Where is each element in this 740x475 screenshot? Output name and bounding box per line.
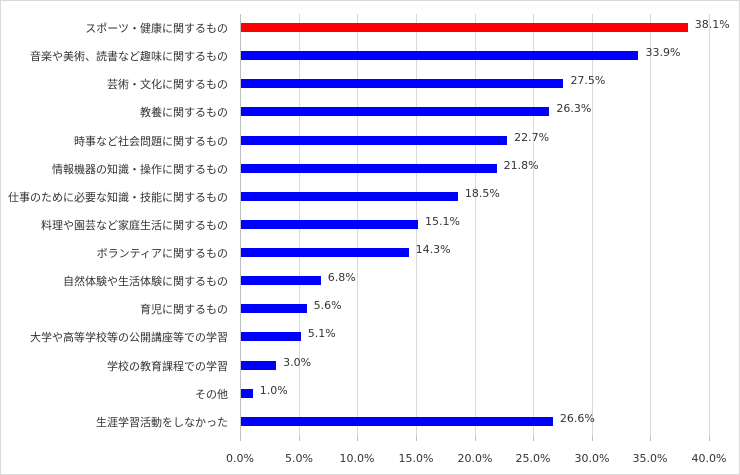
x-tick-label: 15.0% <box>398 452 434 465</box>
bar-row: 26.6% <box>240 408 709 436</box>
bar <box>241 416 553 426</box>
x-tick-label: 35.0% <box>632 452 668 465</box>
value-label: 5.1% <box>307 327 336 341</box>
value-label: 33.9% <box>645 46 681 60</box>
bar <box>241 51 639 61</box>
bar <box>241 107 550 117</box>
bar <box>241 248 409 258</box>
category-label: 教養に関するもの <box>140 106 228 120</box>
x-tick <box>240 436 241 441</box>
value-label: 1.0% <box>259 383 288 397</box>
x-tick-label: 25.0% <box>515 452 551 465</box>
category-label: 情報機器の知識・操作に関するもの <box>52 162 228 176</box>
y-axis-line <box>240 14 241 436</box>
x-tick-label: 20.0% <box>457 452 493 465</box>
bar-row: 21.8% <box>240 155 709 183</box>
category-label: その他 <box>195 387 228 401</box>
gridline <box>592 14 593 436</box>
bar-row: 22.7% <box>240 127 709 155</box>
bar-row: 1.0% <box>240 380 709 408</box>
bar-row: 5.1% <box>240 323 709 351</box>
gridline <box>650 14 651 436</box>
plot-area: 38.1% 33.9% 27.5% 26.3% 22.7% 21.8% 18.5% 15.1%… <box>240 14 730 441</box>
value-label: 21.8% <box>503 158 539 172</box>
category-label: 芸術・文化に関するもの <box>107 78 228 92</box>
bar-row: 6.8% <box>240 267 709 295</box>
category-label: 自然体験や生活体験に関するもの <box>63 275 228 289</box>
bar <box>241 191 458 201</box>
category-label: 仕事のために必要な知識・技能に関するもの <box>8 190 228 204</box>
category-label: 音楽や美術、読書など趣味に関するもの <box>30 50 228 64</box>
x-tick <box>475 436 476 441</box>
category-label: 時事など社会問題に関するもの <box>74 134 228 148</box>
bar-row: 3.0% <box>240 352 709 380</box>
gridline <box>533 14 534 436</box>
x-tick <box>709 436 710 441</box>
bar <box>241 79 564 89</box>
x-tick-label: 5.0% <box>285 452 313 465</box>
bar-row: 5.6% <box>240 295 709 323</box>
value-label: 3.0% <box>283 355 312 369</box>
bar <box>241 135 508 145</box>
bar-row: 26.3% <box>240 98 709 126</box>
bar <box>241 276 321 286</box>
value-label: 15.1% <box>425 214 460 228</box>
x-tick-label: 40.0% <box>691 452 727 465</box>
category-label: 学校の教育課程での学習 <box>107 359 228 373</box>
bar-row: 18.5% <box>240 183 709 211</box>
x-tick-label: 10.0% <box>339 452 375 465</box>
bar <box>241 332 301 342</box>
bar <box>241 360 277 370</box>
category-label: 育児に関するもの <box>140 303 228 317</box>
bar-row: 38.1% <box>240 14 730 42</box>
x-tick <box>416 436 417 441</box>
category-label: 大学や高等学校等の公開講座等での学習 <box>30 331 228 345</box>
value-label: 26.3% <box>556 102 592 116</box>
category-label: 生涯学習活動をしなかった <box>96 415 228 429</box>
value-label: 38.1% <box>694 18 730 31</box>
bar-row: 15.1% <box>240 211 709 239</box>
value-label: 5.6% <box>313 299 342 313</box>
category-label: スポーツ・健康に関するもの <box>85 22 228 35</box>
value-label: 14.3% <box>415 243 451 257</box>
gridline <box>709 14 710 436</box>
category-label: ボランティアに関するもの <box>96 247 228 261</box>
bar <box>241 388 253 398</box>
value-label: 22.7% <box>514 130 550 144</box>
gridline <box>475 14 476 436</box>
x-tick <box>299 436 300 441</box>
x-tick <box>533 436 534 441</box>
value-label: 18.5% <box>464 186 500 200</box>
bar <box>241 219 419 229</box>
x-tick-label: 30.0% <box>574 452 610 465</box>
bar <box>241 304 307 314</box>
category-label: 料理や園芸など家庭生活に関するもの <box>41 218 228 232</box>
value-label: 27.5% <box>570 74 606 88</box>
bar <box>241 23 688 32</box>
value-label: 6.8% <box>327 271 356 285</box>
bar-row: 14.3% <box>240 239 709 267</box>
x-tick <box>357 436 358 441</box>
x-tick <box>592 436 593 441</box>
x-tick <box>650 436 651 441</box>
bar <box>241 163 497 173</box>
value-label: 26.6% <box>559 411 595 425</box>
bar-row: 27.5% <box>240 70 709 98</box>
x-tick-label: 0.0% <box>226 452 254 465</box>
bar-row: 33.9% <box>240 42 709 70</box>
